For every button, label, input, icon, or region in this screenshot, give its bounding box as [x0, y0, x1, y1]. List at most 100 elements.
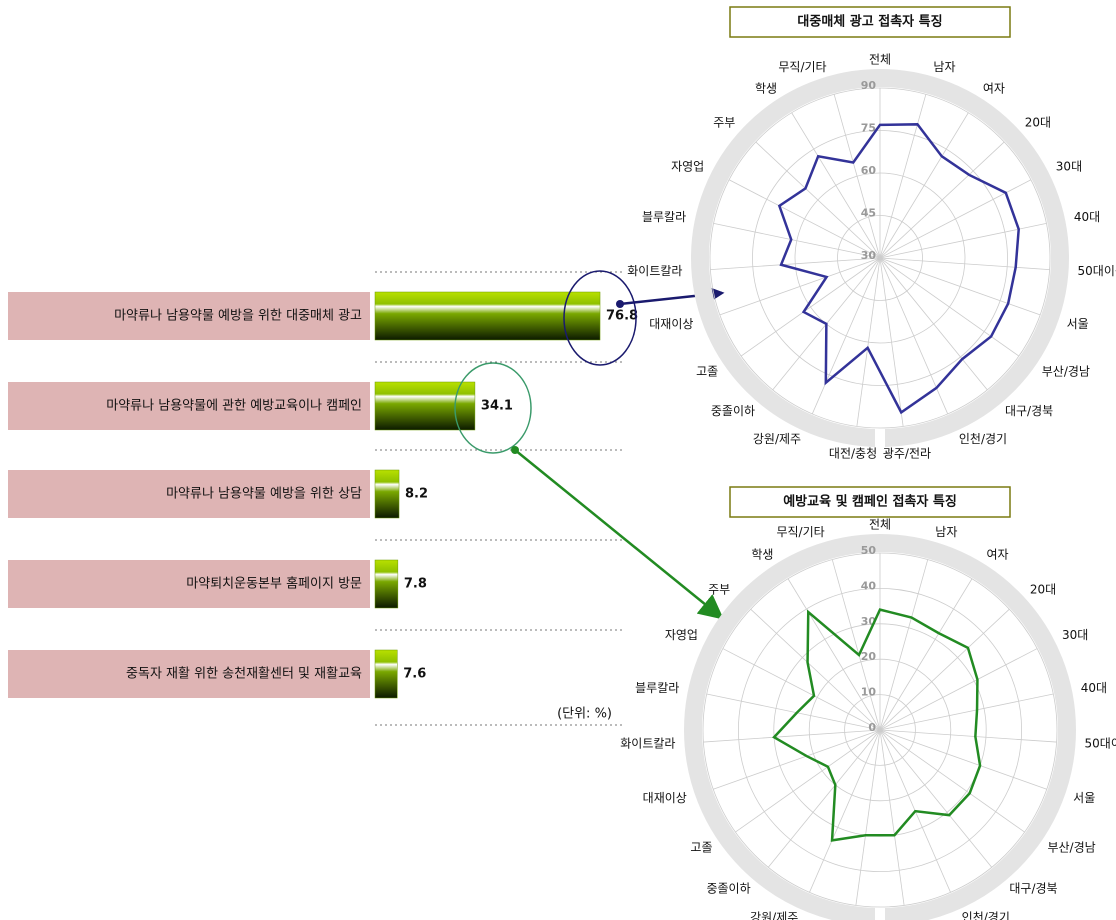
- spoke: [728, 179, 881, 259]
- r-tick-label: 75: [861, 122, 876, 135]
- spoke: [750, 608, 881, 731]
- spoke: [879, 141, 1005, 259]
- category-label: 30대: [1056, 159, 1082, 173]
- spoke: [811, 257, 881, 415]
- spoke: [879, 648, 1038, 731]
- category-box: [8, 382, 370, 430]
- highlight-ellipse: [454, 362, 532, 454]
- spoke: [879, 729, 993, 868]
- category-label: 무직/기타: [776, 525, 824, 539]
- category-label: 30대: [1062, 628, 1088, 642]
- spoke: [879, 179, 1032, 259]
- spoke: [879, 729, 905, 906]
- r-tick-label: 90: [861, 79, 877, 92]
- category-label: 인천/경기: [962, 910, 1010, 920]
- spoke: [879, 578, 973, 731]
- category-label: 대구/경북: [1009, 882, 1057, 896]
- highlight-ellipse: [563, 270, 637, 366]
- spoke: [879, 693, 1054, 731]
- title-box: [729, 6, 1011, 38]
- category-label: 중졸이하: [711, 404, 755, 418]
- category-box: [8, 650, 370, 698]
- category-label: 서울: [1073, 791, 1095, 805]
- chart-title: 대중매체 광고 접촉자 특징: [797, 14, 942, 30]
- category-label: 전체: [869, 518, 891, 532]
- value-label: 8.2: [405, 487, 428, 502]
- spoke: [831, 559, 881, 731]
- category-label: 부산/경남: [1047, 841, 1095, 855]
- spoke: [767, 729, 881, 868]
- category-label: 남자: [935, 525, 957, 539]
- arrow-dot: [616, 300, 624, 308]
- spoke: [833, 94, 881, 259]
- spoke: [879, 257, 1020, 357]
- spoke: [879, 223, 1047, 259]
- spoke: [710, 257, 881, 271]
- category-label: 서울: [1067, 317, 1089, 331]
- category-label: 자영업: [665, 628, 698, 642]
- spoke: [856, 257, 881, 427]
- category-label: 40대: [1081, 681, 1107, 695]
- category-label: 중졸이하: [706, 882, 750, 896]
- arrow: [514, 449, 724, 620]
- unit-note: (단위: %): [557, 707, 612, 722]
- category-label: 50대이상: [1078, 264, 1116, 278]
- r-tick-label: 50: [861, 544, 877, 557]
- r-tick-label: 30: [861, 249, 877, 262]
- category-label: 대구/경북: [1005, 404, 1053, 418]
- category-label: 자영업: [671, 159, 704, 173]
- spoke: [879, 257, 904, 427]
- category-label: 20대: [1025, 115, 1051, 129]
- spoke: [879, 729, 1047, 790]
- spoke: [855, 729, 881, 906]
- category-label: 주부: [708, 583, 730, 597]
- category-label: 50대이상: [1085, 736, 1116, 750]
- category-label: 주부: [713, 115, 735, 129]
- radar-line: [772, 608, 982, 842]
- bar: [374, 559, 399, 609]
- spoke: [879, 94, 927, 259]
- category-label: 대전/충청: [829, 447, 877, 461]
- category-label: 마약류나 남용약물 예방을 위한 대중매체 광고: [114, 309, 362, 324]
- category-label: 광주/전라: [883, 447, 931, 461]
- chart-title: 예방교육 및 캠페인 접촉자 특징: [783, 494, 957, 510]
- spoke: [787, 578, 881, 731]
- spoke: [879, 729, 1057, 743]
- spoke: [879, 257, 988, 391]
- r-tick-label: 0: [868, 721, 876, 734]
- category-label: 블루칼라: [642, 210, 686, 224]
- category-label: 40대: [1074, 210, 1100, 224]
- title-box: [729, 486, 1011, 518]
- category-label: 마약류나 남용약물 예방을 위한 상담: [166, 487, 362, 502]
- category-label: 강원/제주: [750, 911, 798, 920]
- category-label: 화이트칼라: [627, 264, 682, 278]
- category-label: 고졸: [690, 841, 712, 855]
- category-label: 전체: [869, 53, 891, 67]
- spoke: [879, 257, 1050, 271]
- value-label: 76.8: [606, 309, 638, 324]
- spoke: [722, 648, 881, 731]
- value-label: 7.8: [404, 577, 427, 592]
- bar: [374, 291, 601, 341]
- category-label: 화이트칼라: [620, 736, 675, 750]
- spoke: [755, 141, 881, 259]
- category-label: 남자: [933, 60, 955, 74]
- category-label: 여자: [987, 547, 1009, 561]
- spoke: [879, 729, 1025, 833]
- category-label: 무직/기타: [778, 60, 826, 74]
- category-label: 학생: [751, 547, 773, 561]
- category-box: [8, 470, 370, 518]
- spoke: [713, 729, 881, 790]
- arrow-dot: [511, 446, 519, 454]
- spoke: [809, 729, 881, 893]
- spoke: [879, 559, 929, 731]
- bar: [374, 469, 400, 519]
- category-label: 20대: [1030, 583, 1056, 597]
- category-box: [8, 560, 370, 608]
- category-label: 고졸: [696, 365, 718, 379]
- category-label: 학생: [755, 81, 777, 95]
- category-box: [8, 292, 370, 340]
- category-label: 대재이상: [649, 317, 693, 331]
- category-label: 대재이상: [643, 791, 687, 805]
